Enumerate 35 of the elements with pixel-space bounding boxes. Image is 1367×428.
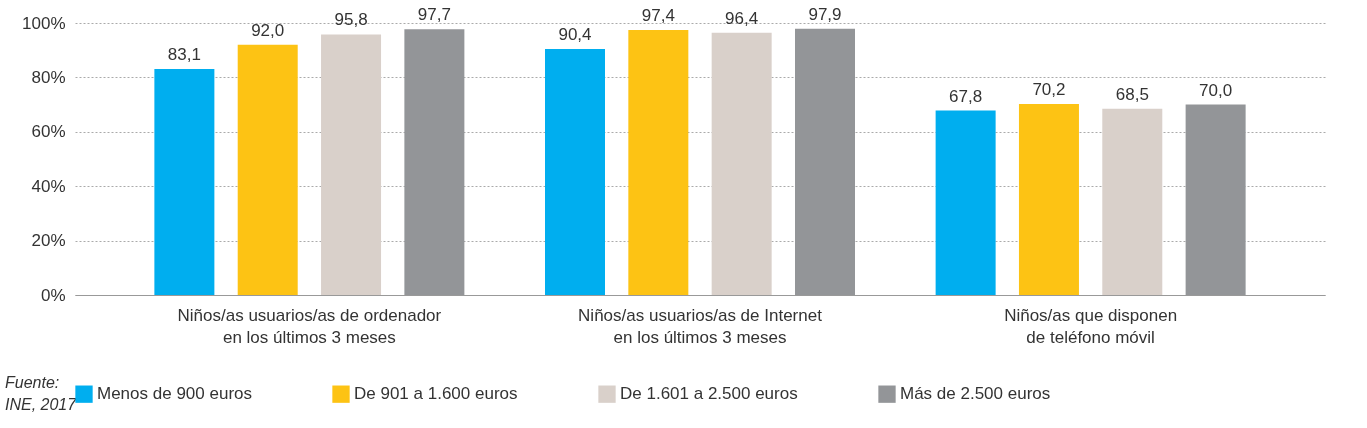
y-tick-label: 60%: [31, 122, 66, 142]
data-label: 90,4: [558, 25, 592, 45]
y-tick-label: 20%: [31, 231, 66, 251]
legend-label: Más de 2.500 euros: [900, 384, 1051, 404]
x-tick-label: Niños/as usuarios/as de Internet en los últimos 3 meses: [578, 305, 823, 347]
data-label: 83,1: [167, 44, 201, 64]
data-label: 70,2: [1032, 80, 1066, 100]
legend-label: Menos de 900 euros: [97, 384, 252, 404]
data-label: 97,4: [641, 6, 675, 26]
bar: [545, 49, 605, 295]
y-tick-label: 0%: [40, 285, 66, 305]
y-tick-label: 100%: [22, 13, 66, 33]
bar: [154, 68, 215, 295]
bar: [628, 30, 689, 295]
bar: [1102, 108, 1163, 295]
legend-label: De 901 a 1.600 euros: [354, 384, 518, 404]
x-tick-label: Niños/as usuarios/as de ordenador en los últimos 3 meses: [177, 305, 442, 347]
data-label: 97,9: [808, 4, 842, 24]
data-label: 68,5: [1115, 84, 1149, 104]
bar: [237, 44, 298, 295]
legend-label: De 1.601 a 2.500 euros: [620, 384, 798, 404]
data-label: 97,7: [417, 5, 451, 25]
y-tick-label: 40%: [31, 176, 66, 196]
data-label: 92,0: [251, 20, 285, 40]
source-note: Fuente: INE, 2017: [5, 374, 78, 413]
data-label: 95,8: [334, 10, 368, 30]
bar: [321, 34, 382, 295]
y-tick-label: 80%: [31, 67, 66, 87]
data-label: 70,0: [1199, 80, 1233, 100]
data-label: 67,8: [949, 86, 983, 106]
data-label: 96,4: [725, 8, 759, 28]
bar: [935, 110, 996, 295]
bar: [1018, 104, 1079, 295]
bar: [711, 32, 772, 295]
x-tick-label: Niños/as que disponen de teléfono móvil: [1004, 305, 1178, 347]
